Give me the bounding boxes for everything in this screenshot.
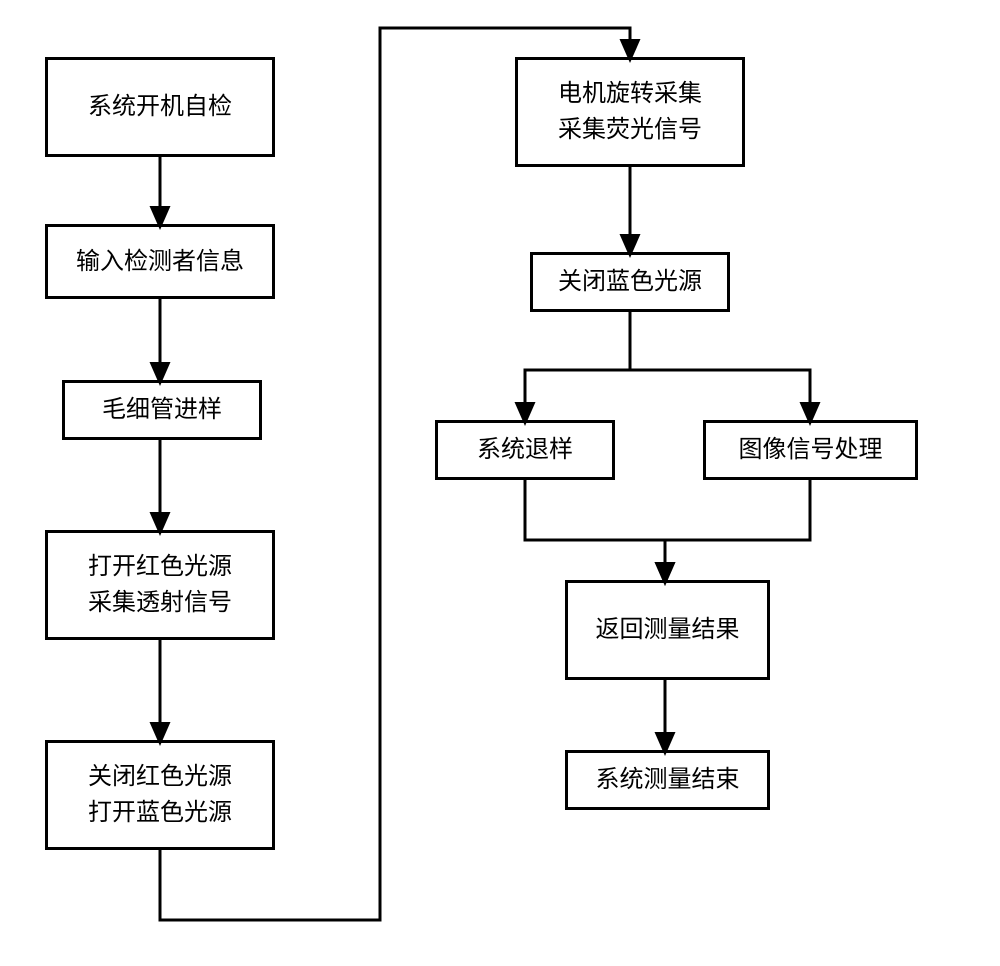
node-measurement-end: 系统测量结束 xyxy=(565,750,770,810)
node-system-eject: 系统退样 xyxy=(435,420,615,480)
node-label: 图像信号处理 xyxy=(739,432,883,468)
node-image-process: 图像信号处理 xyxy=(703,420,918,480)
edge-arrow xyxy=(525,312,630,420)
node-label: 电机旋转采集 采集荧光信号 xyxy=(558,76,702,148)
node-return-result: 返回测量结果 xyxy=(565,580,770,680)
node-label: 系统退样 xyxy=(477,432,573,468)
node-label: 返回测量结果 xyxy=(596,612,740,648)
node-label: 关闭红色光源 打开蓝色光源 xyxy=(88,759,232,831)
edge-arrow xyxy=(525,480,665,580)
node-label: 输入检测者信息 xyxy=(76,244,244,280)
node-label: 毛细管进样 xyxy=(102,392,222,428)
node-self-check: 系统开机自检 xyxy=(45,57,275,157)
edge-arrow xyxy=(630,312,810,420)
edge-arrow xyxy=(665,480,810,580)
node-motor-rotate: 电机旋转采集 采集荧光信号 xyxy=(515,57,745,167)
node-red-light-on: 打开红色光源 采集透射信号 xyxy=(45,530,275,640)
node-label: 系统开机自检 xyxy=(88,89,232,125)
node-red-off-blue-on: 关闭红色光源 打开蓝色光源 xyxy=(45,740,275,850)
node-capillary-sample: 毛细管进样 xyxy=(62,380,262,440)
flowchart-container: 系统开机自检 输入检测者信息 毛细管进样 打开红色光源 采集透射信号 关闭红色光… xyxy=(0,0,1000,966)
node-label: 打开红色光源 采集透射信号 xyxy=(88,549,232,621)
node-label: 关闭蓝色光源 xyxy=(558,264,702,300)
node-blue-light-off: 关闭蓝色光源 xyxy=(530,252,730,312)
node-input-info: 输入检测者信息 xyxy=(45,224,275,299)
node-label: 系统测量结束 xyxy=(596,762,740,798)
